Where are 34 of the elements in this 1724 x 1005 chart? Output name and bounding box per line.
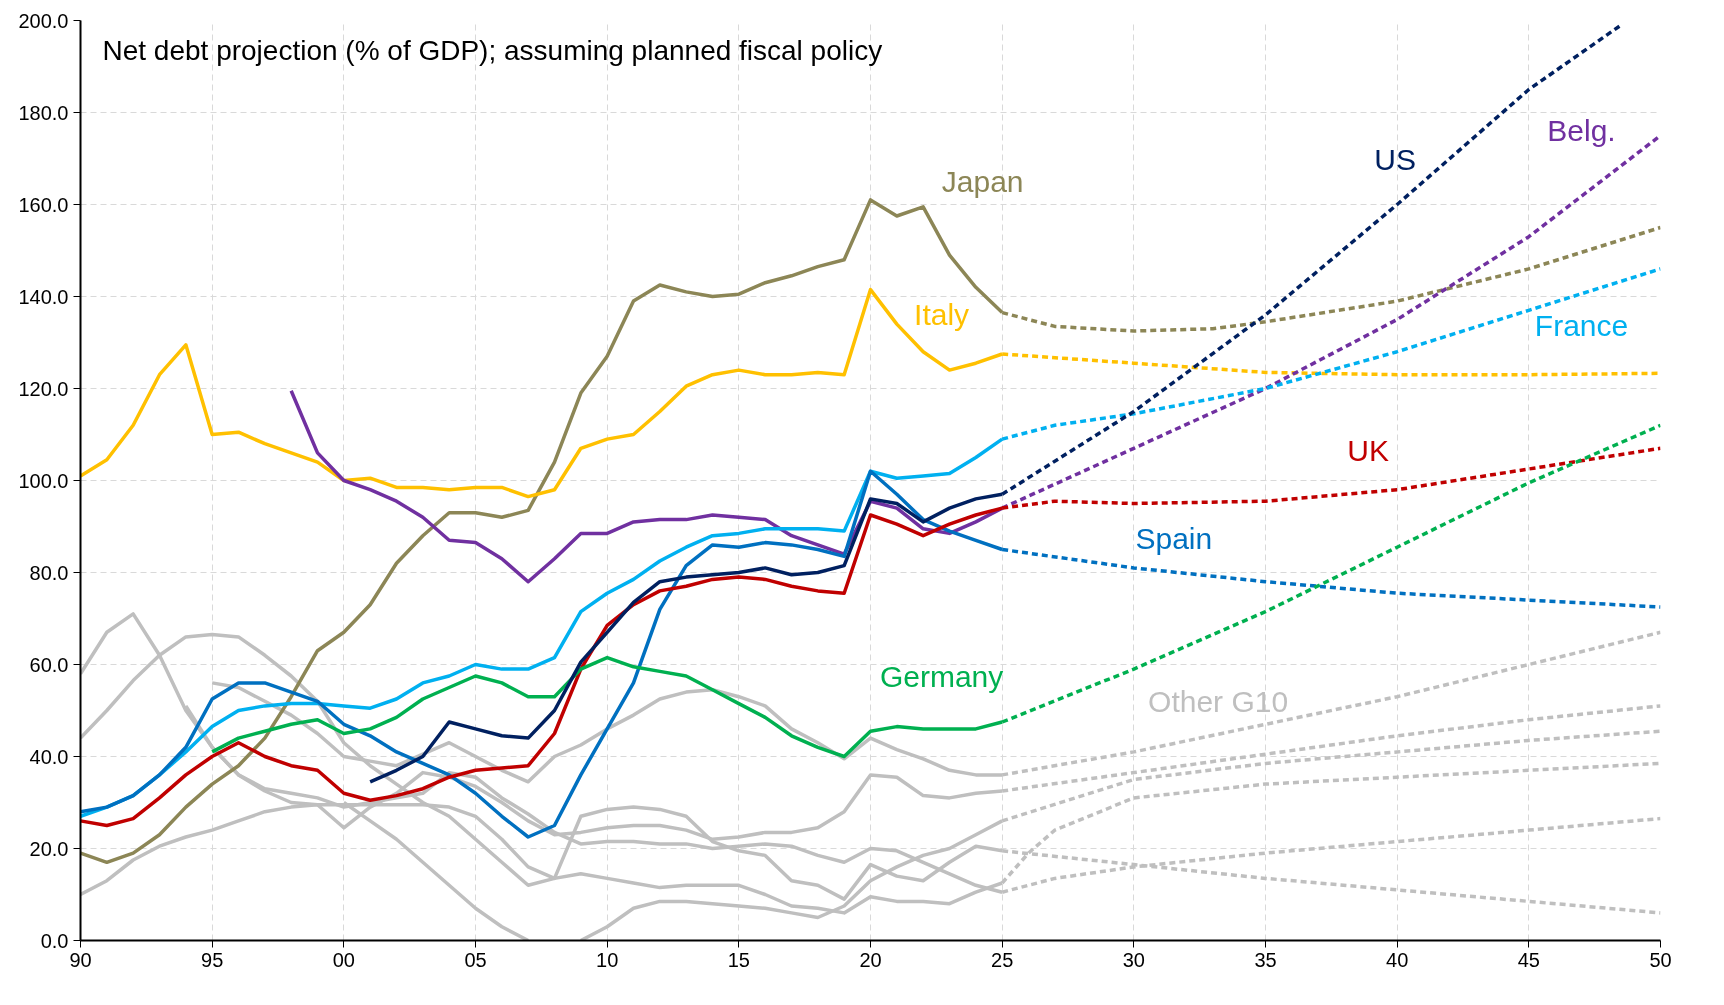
x-tick-label: 95 (201, 948, 224, 971)
x-tick-label: 20 (859, 948, 882, 971)
y-tick-label: 20.0 (29, 837, 69, 860)
x-tick-label: 45 (1517, 948, 1540, 971)
y-tick-label: 120.0 (18, 377, 69, 400)
series-label: Germany (879, 659, 1004, 693)
text: Spain (1135, 521, 1213, 555)
text: US (1374, 142, 1416, 176)
text: Belg. (1547, 114, 1616, 148)
y-tick-label: 40.0 (29, 745, 69, 768)
text: UK (1347, 433, 1390, 467)
x-tick-label: 90 (69, 948, 92, 971)
x-tick-label: 25 (991, 948, 1014, 971)
y-tick-label: 100.0 (18, 469, 69, 492)
x-tick-label: 40 (1386, 948, 1409, 971)
x-tick-label: 00 (332, 948, 355, 971)
x-tick-label: 05 (464, 948, 487, 971)
y-tick-label: 140.0 (18, 285, 69, 308)
x-tick-label: 10 (596, 948, 619, 971)
y-tick-label: 180.0 (18, 101, 69, 124)
x-tick-label: 50 (1649, 948, 1672, 971)
y-tick-label: 60.0 (29, 653, 69, 676)
x-tick-label: 35 (1254, 948, 1277, 971)
text: Other G10 (1148, 684, 1289, 718)
y-tick-label: 80.0 (29, 561, 69, 584)
text: Net debt projection (% of GDP); assuming planned fiscal policy (102, 35, 883, 66)
x-tick-label: 30 (1122, 948, 1145, 971)
text: France (1534, 309, 1629, 343)
series-label: Italy (914, 298, 970, 332)
y-tick-label: 0.0 (40, 929, 69, 952)
series-label: Japan (941, 165, 1024, 198)
x-tick-label: 15 (727, 948, 750, 971)
y-tick-label: 200.0 (18, 9, 69, 32)
y-tick-label: 160.0 (18, 193, 69, 216)
